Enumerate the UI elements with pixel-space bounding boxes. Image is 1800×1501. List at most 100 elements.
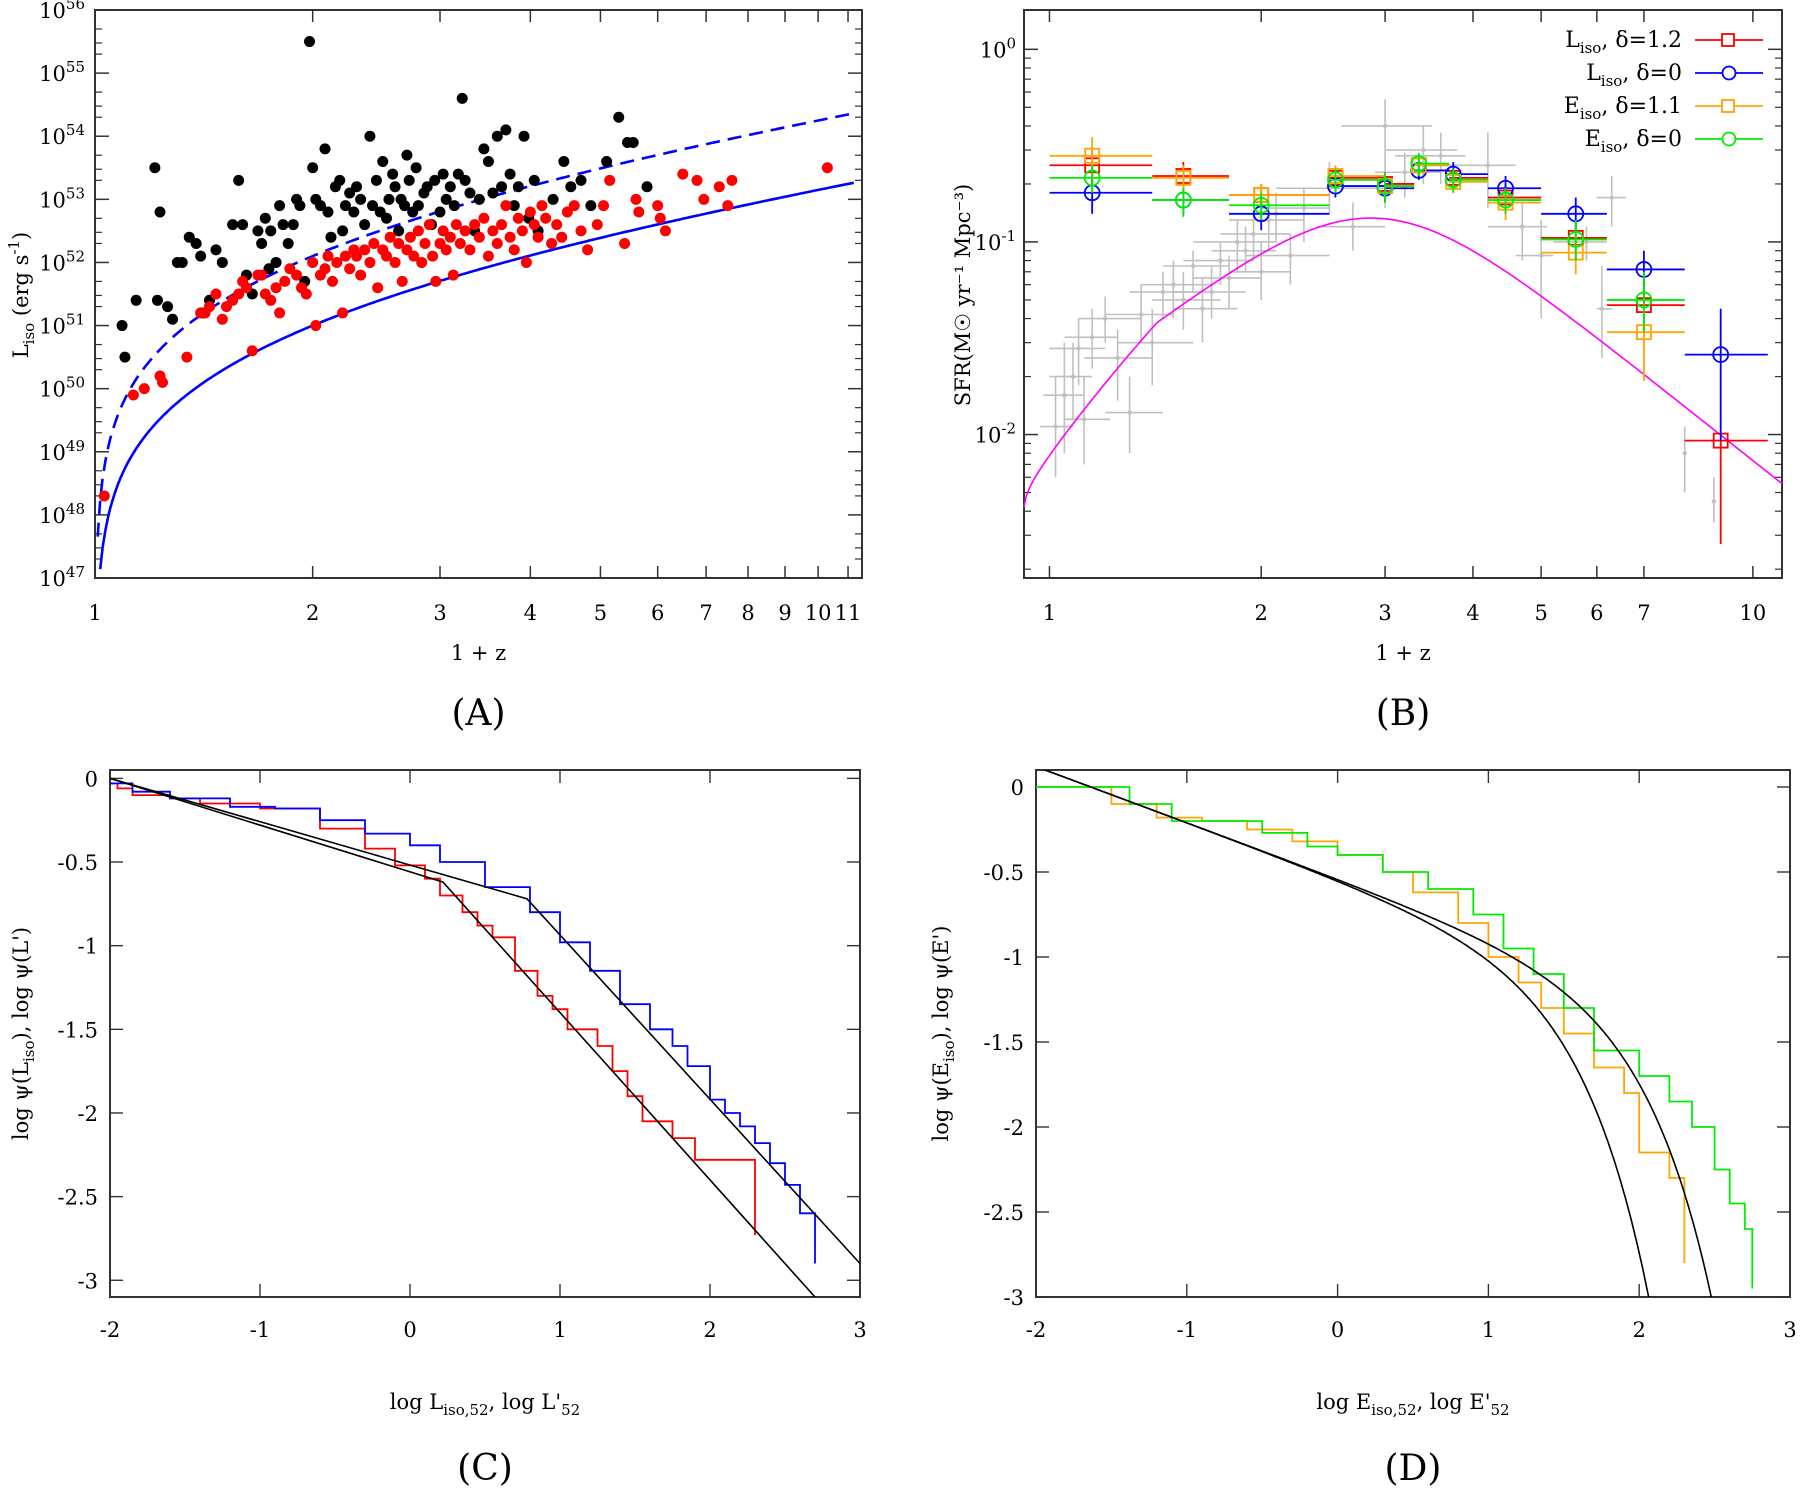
black-point (500, 124, 512, 136)
red-point (372, 282, 384, 294)
y-tick-label: 10-2 (975, 420, 1016, 448)
red-point (659, 225, 671, 237)
x-axis-title: 1 + z (451, 641, 506, 665)
x-tick-label: 1 (1043, 601, 1056, 625)
literature-point (1076, 346, 1081, 351)
x-tick-label: 11 (835, 601, 862, 625)
literature-point (1070, 374, 1076, 379)
y-tick-label: -1 (1004, 946, 1024, 970)
black-point (322, 206, 334, 218)
black-point (482, 155, 494, 167)
x-axis-title: 1 + z (1375, 641, 1430, 665)
literature-point (1682, 451, 1687, 456)
red-point (691, 174, 703, 186)
legend-label: Eiso, δ=1.1 (1564, 94, 1682, 123)
y-tick-label: -0.5 (58, 851, 99, 875)
red-point (181, 351, 193, 363)
panel-d: -2 -1 0 1 2 3 0 -0.5 -1 -1.5 -2 -2.5 -3 log Eiso,52, … (929, 769, 1797, 1489)
red-point (444, 231, 456, 243)
red-point (319, 263, 331, 275)
x-tick-label: 1 (88, 601, 101, 625)
sfr-model-curve (1023, 217, 1783, 508)
y-tick-label: 1047 (39, 563, 85, 591)
literature-point (1438, 153, 1443, 159)
black-point (314, 200, 326, 212)
red-point (459, 225, 471, 237)
y-tick-label: 0 (1011, 776, 1024, 800)
x-tick-label: -1 (250, 1318, 270, 1342)
black-point (393, 225, 405, 237)
black-point (176, 256, 188, 268)
red-point (482, 250, 494, 262)
black-point (370, 174, 382, 186)
black-point (162, 301, 174, 313)
square-marker (1084, 147, 1101, 164)
black-point (399, 200, 411, 212)
red-point (528, 219, 540, 231)
black-point (359, 219, 371, 231)
black-point (601, 155, 613, 167)
red-point (556, 231, 568, 243)
red-point (127, 389, 139, 401)
black-point (448, 200, 460, 212)
black-point (151, 294, 163, 306)
black-point (518, 130, 530, 142)
red-point (713, 181, 725, 193)
red-point (496, 219, 508, 231)
black-point (116, 320, 128, 332)
circle-marker (1252, 196, 1270, 214)
y-tick-label: 1051 (39, 311, 85, 339)
black-point (167, 313, 179, 325)
black-point (270, 256, 282, 268)
black-point (585, 200, 597, 212)
black-point (434, 206, 446, 218)
black-point (444, 181, 456, 193)
black-point (355, 193, 367, 205)
black-point (429, 174, 441, 186)
literature-point (1102, 316, 1108, 321)
x-axis-title: log Eiso,52, log E'52 (1316, 1390, 1509, 1419)
black-point (334, 174, 346, 186)
x-tick-label: -2 (100, 1318, 120, 1342)
square-marker (1175, 170, 1192, 186)
y-tick-label: 1049 (39, 437, 85, 465)
x-tick-label: 8 (741, 601, 754, 625)
x-tick-label: 7 (699, 601, 712, 625)
legend-circle-icon (1721, 131, 1737, 147)
black-point (387, 168, 399, 180)
red-point (339, 250, 351, 262)
red-point (256, 269, 268, 281)
x-tick-label: 1 (553, 1318, 566, 1342)
y-tick-label: -1 (78, 935, 98, 959)
x-tick-label: 4 (1466, 601, 1479, 625)
y-axis-title: SFR(M☉ yr⁻¹ Mpc⁻³) (951, 184, 975, 406)
literature-point (1226, 275, 1232, 281)
x-tick-label: 5 (594, 601, 607, 625)
x-tick-label: 2 (1633, 1318, 1646, 1342)
black-point (456, 92, 468, 104)
y-tick-label: 10-1 (975, 227, 1016, 255)
red-point (291, 269, 303, 281)
red-point (500, 200, 512, 212)
x-tick-label: 3 (1783, 1318, 1796, 1342)
black-point (216, 256, 228, 268)
literature-point (1421, 147, 1426, 153)
circle-marker (1567, 231, 1585, 248)
y-tick-label: -2 (78, 1102, 98, 1126)
black-point (421, 181, 433, 193)
red-point (447, 269, 459, 281)
black-point (508, 200, 520, 212)
black-point (325, 231, 337, 243)
y-tick-label: 1053 (39, 184, 85, 212)
red-point (821, 162, 833, 174)
red-point (416, 256, 428, 268)
step-curve (110, 782, 816, 1264)
x-tick-label: -1 (1177, 1318, 1197, 1342)
red-point (274, 307, 286, 319)
y-tick-label: -3 (1004, 1286, 1024, 1310)
red-point (326, 275, 338, 287)
fit-curve (110, 777, 816, 1297)
black-point (307, 162, 319, 174)
black-point (287, 219, 299, 231)
